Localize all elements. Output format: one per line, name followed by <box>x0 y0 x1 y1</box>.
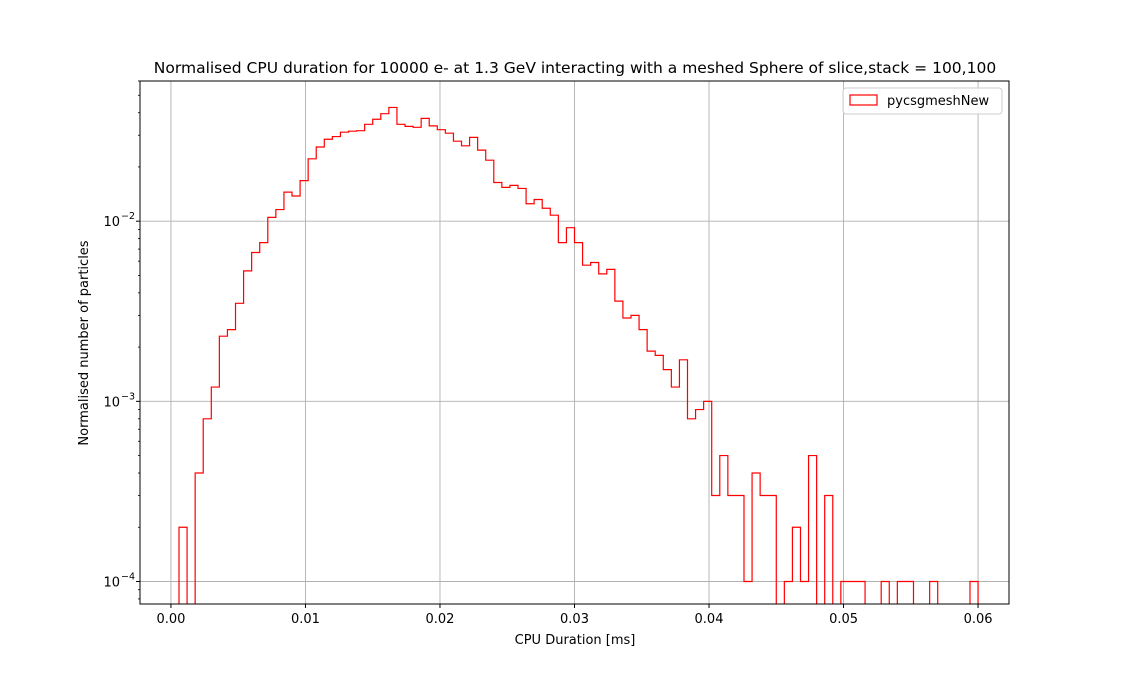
legend-frame <box>842 87 1003 115</box>
x-axis-label: CPU Duration [ms] <box>515 633 636 648</box>
y-tick-exponent: −3 <box>121 391 135 402</box>
x-tick-label: 0.04 <box>695 612 724 627</box>
grid-lines <box>140 81 1009 604</box>
legend-label: pycsgmeshNew <box>887 94 990 109</box>
x-tick-label: 0.05 <box>829 612 858 627</box>
y-tick-exponent: −4 <box>121 571 135 582</box>
histogram-step-line <box>178 106 979 604</box>
y-tick-label: 10 <box>103 215 120 230</box>
x-tick-label: 0.01 <box>291 612 320 627</box>
x-tick-label: 0.03 <box>560 612 589 627</box>
legend-swatch <box>849 94 878 106</box>
x-tick-label: 0.00 <box>156 612 185 627</box>
chart-title: Normalised CPU duration for 10000 e- at … <box>154 59 996 77</box>
y-tick-exponent: −2 <box>121 211 135 222</box>
x-axis-ticks: 0.00 0.01 0.02 0.03 0.04 0.05 0.06 <box>156 604 993 627</box>
x-tick-label: 0.06 <box>964 612 993 627</box>
x-tick-label: 0.02 <box>426 612 455 627</box>
y-tick-label: 10 <box>103 395 120 410</box>
y-axis-label: Normalised number of particles <box>77 240 92 445</box>
y-tick-label: 10 <box>103 575 120 590</box>
y-axis-ticks: 10−410−310−2 <box>103 80 140 600</box>
legend: pycsgmeshNew <box>842 87 1003 115</box>
